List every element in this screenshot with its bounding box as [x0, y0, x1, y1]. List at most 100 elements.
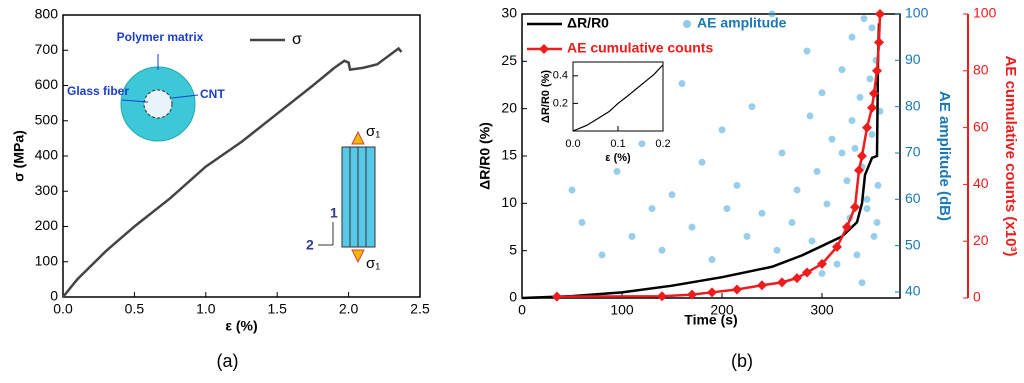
scatter-point	[793, 186, 801, 194]
x-axis-title: Time (s)	[684, 312, 737, 328]
marker	[850, 202, 860, 213]
scatter-point	[848, 117, 856, 125]
x-tick-label: 2.0	[339, 301, 359, 317]
scatter-point	[803, 47, 811, 55]
annotation: Polymer matrix	[117, 30, 204, 44]
marker	[757, 280, 767, 291]
load-arrow	[351, 249, 365, 264]
y-tick-label: 20	[501, 99, 517, 115]
y-axis-title: ΔR/R0 (%)	[477, 122, 493, 190]
marker	[817, 258, 827, 269]
marker	[707, 287, 717, 298]
scatter-point	[758, 209, 766, 217]
marker	[687, 289, 697, 300]
marker	[832, 241, 842, 252]
y-tick-label: 80	[973, 62, 989, 78]
y2-axis-title: AE amplitude (dB)	[936, 91, 953, 221]
scatter-point	[678, 79, 686, 87]
scatter-point	[856, 93, 864, 101]
y-tick-label: 100	[905, 5, 929, 21]
y-tick-label: 10	[501, 194, 517, 210]
scatter-point	[853, 251, 861, 259]
scatter-point	[688, 223, 696, 231]
marker	[657, 291, 667, 302]
marker	[869, 88, 879, 99]
x-tick-label: 300	[810, 302, 834, 318]
x-tick-label: 0.0	[565, 138, 580, 150]
arrow	[121, 99, 149, 103]
scatter-point	[806, 112, 814, 120]
y-tick-label: 0	[973, 289, 981, 305]
scatter-point	[863, 205, 871, 213]
marker	[552, 291, 562, 302]
scatter-point	[808, 237, 816, 245]
scatter-point	[818, 269, 826, 277]
scatter-point	[613, 168, 621, 176]
marker	[867, 102, 877, 113]
y-tick-label: 500	[35, 111, 59, 127]
legend-label: σ	[292, 31, 302, 48]
y-tick-label: 200	[35, 217, 59, 233]
scatter-point	[858, 279, 866, 287]
scatter-point	[851, 144, 859, 152]
scatter-point	[658, 246, 666, 254]
scatter-point	[598, 251, 606, 259]
scatter-point	[813, 168, 821, 176]
inset-x-title: ε (%)	[605, 152, 631, 164]
marker	[842, 222, 852, 232]
legend-marker	[539, 44, 549, 54]
scatter-point	[773, 246, 781, 254]
scatter-point	[860, 15, 868, 23]
y-tick-label: 40	[905, 283, 921, 299]
legend-label: AE amplitude	[697, 15, 787, 31]
x-tick-label: 200	[710, 302, 734, 318]
load-arrow	[351, 130, 365, 145]
y-axis-title: σ (MPa)	[11, 130, 27, 182]
marker	[777, 277, 787, 288]
y-tick-label: 400	[35, 147, 59, 163]
scatter-point	[778, 149, 786, 157]
annotation: CNT	[200, 87, 225, 101]
y-tick-label: 800	[35, 6, 59, 22]
scatter-point	[708, 256, 716, 264]
scatter-point	[698, 158, 706, 166]
y-tick-label: 60	[973, 118, 989, 134]
x-tick-label: 0.0	[53, 301, 73, 317]
y-tick-label: 300	[35, 182, 59, 198]
panel-label: (a)	[217, 351, 239, 371]
scatter-point	[748, 103, 756, 111]
scatter-point	[733, 181, 741, 189]
scatter-point	[873, 218, 881, 226]
fiber-schematic	[120, 54, 376, 264]
inset-frame	[572, 61, 664, 132]
scatter-point	[818, 89, 826, 97]
marker	[802, 267, 812, 278]
marker	[792, 273, 802, 284]
marker	[875, 9, 885, 19]
annotation: σ₁	[366, 255, 380, 272]
scatter-point	[638, 140, 646, 148]
marker	[857, 151, 867, 161]
scatter-point	[768, 10, 776, 18]
marker	[732, 284, 742, 295]
y-tick-label: 0.4	[553, 70, 568, 82]
scatter-point	[578, 218, 586, 226]
scatter-point	[863, 195, 871, 203]
y-tick-label: 40	[973, 175, 989, 191]
y-tick-label: 20	[973, 232, 989, 248]
scatter-point	[828, 135, 836, 143]
y-tick-label: 600	[35, 76, 59, 92]
y-tick-label: 30	[501, 5, 517, 21]
scatter-point	[788, 218, 796, 226]
x-tick-label: 0.5	[125, 301, 145, 317]
scatter-point	[833, 260, 841, 268]
x-tick-label: 2.5	[410, 301, 430, 317]
scatter-point	[874, 181, 882, 189]
y-tick-label: 100	[35, 252, 59, 268]
x-tick-label: 1.5	[267, 301, 287, 317]
scatter-point	[668, 191, 676, 199]
legend-label: AE cumulative counts	[567, 40, 713, 56]
scatter-point	[843, 177, 851, 185]
legend-marker	[683, 20, 691, 28]
